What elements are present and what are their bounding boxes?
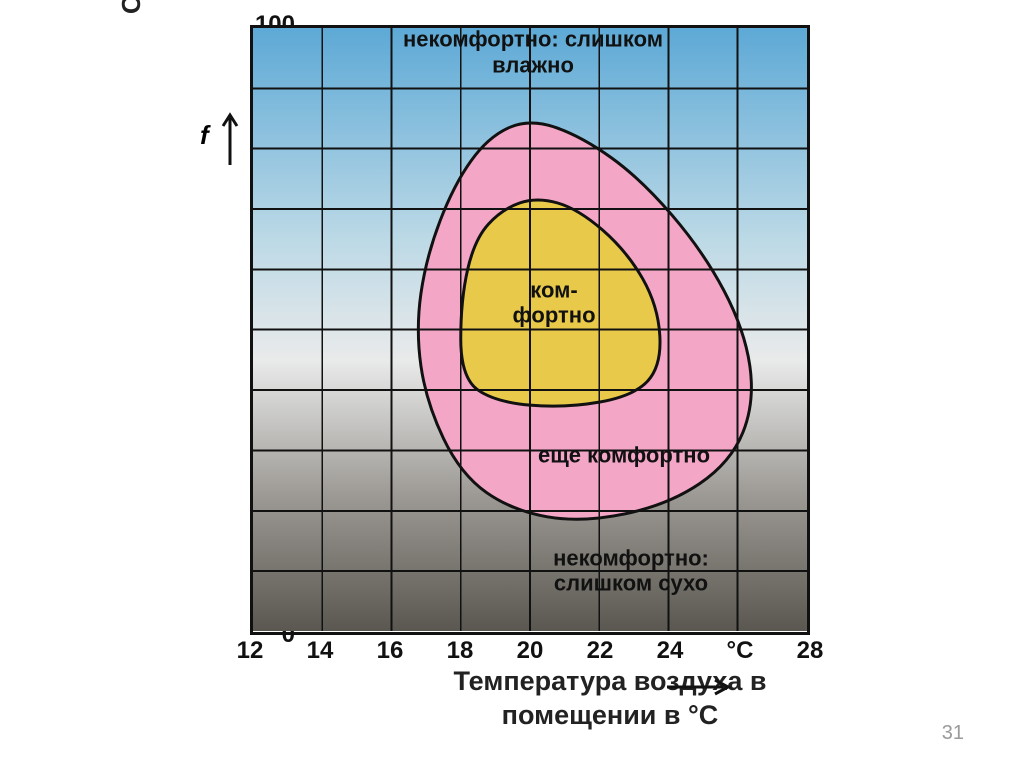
page-number: 31: [942, 722, 964, 745]
tick-label: 22: [587, 637, 614, 665]
tick-label: 20: [517, 637, 544, 665]
y-axis-title: Относительная влажность воздуха в помеще…: [115, 0, 180, 65]
annotation-too_humid: некомфортно: слишком влажно: [396, 27, 670, 78]
annotation-too_dry: некомфортно: слишком сухо: [553, 546, 709, 597]
x-axis-title: Температура воздуха в помещении в °C: [370, 665, 850, 733]
tick-label: 18: [447, 637, 474, 665]
annotation-acceptable: еще комфортно: [538, 442, 710, 467]
tick-label: 24: [657, 637, 684, 665]
y-axis-symbol: f: [200, 120, 209, 151]
tick-label: 14: [307, 637, 334, 665]
tick-label: 28: [797, 637, 824, 665]
tick-label: 12: [237, 637, 264, 665]
plot-area: некомфортно: слишком влажно ком- фортно ещ…: [250, 25, 810, 635]
tick-label: 16: [377, 637, 404, 665]
x-axis-arrow-icon: [665, 678, 735, 696]
annotation-comfortable: ком- фортно: [512, 277, 595, 328]
comfort-chart: Относительная влажность воздуха в помеще…: [130, 5, 890, 745]
tick-label: °C: [727, 637, 754, 665]
